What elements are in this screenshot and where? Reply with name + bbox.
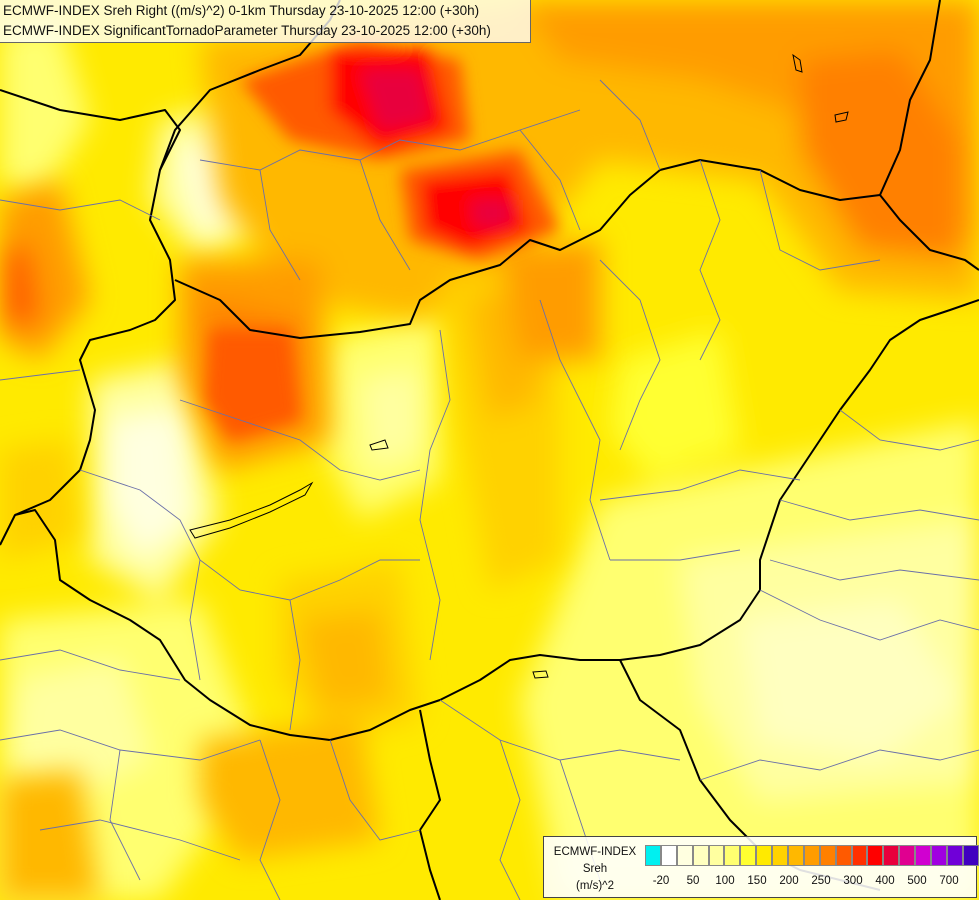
lakes — [189, 53, 849, 679]
legend-swatch — [867, 845, 884, 866]
legend-tick-label: 400 — [875, 875, 895, 887]
legend-tick-label: 200 — [779, 875, 799, 887]
legend-swatch — [899, 845, 916, 866]
legend-swatch — [660, 845, 677, 866]
legend-swatch — [819, 845, 836, 866]
legend-tick-label: -20 — [652, 875, 670, 887]
legend-swatch — [803, 845, 820, 866]
legend-swatch — [946, 845, 963, 866]
field-light-areas — [0, 20, 979, 900]
map-title-box: ECMWF-INDEX Sreh Right ((m/s)^2) 0-1km T… — [0, 0, 531, 43]
legend-swatches — [645, 845, 979, 866]
color-legend: ECMWF-INDEX Sreh (m/s)^2 -20 50 100 150 200 2… — [543, 836, 979, 898]
legend-variable: Sreh — [582, 863, 608, 875]
legend-tick-label: 700 — [939, 875, 959, 887]
legend-tick-label: 50 — [686, 875, 700, 887]
legend-tick-label: 500 — [907, 875, 927, 887]
legend-swatch — [851, 845, 868, 866]
legend-swatch — [962, 845, 979, 866]
legend-tick-label: 250 — [811, 875, 831, 887]
legend-tick-label: 150 — [747, 875, 767, 887]
legend-source: ECMWF-INDEX — [553, 846, 637, 858]
legend-swatch — [645, 845, 661, 866]
title-line-sreh: ECMWF-INDEX Sreh Right ((m/s)^2) 0-1km T… — [3, 3, 480, 18]
legend-swatch — [772, 845, 789, 866]
field-red-areas — [205, 40, 560, 440]
legend-swatch — [835, 845, 852, 866]
legend-swatch — [756, 845, 773, 866]
legend-swatch — [708, 845, 725, 866]
legend-swatch — [724, 845, 741, 866]
region-borders — [0, 79, 979, 900]
legend-swatch — [915, 845, 932, 866]
legend-swatch — [788, 845, 804, 866]
legend-unit: (m/s)^2 — [576, 880, 614, 892]
legend-swatch — [692, 845, 709, 866]
title-line-stp: ECMWF-INDEX SignificantTornadoParameter … — [3, 23, 491, 38]
legend-swatch — [931, 845, 947, 866]
legend-tick-label: 100 — [715, 875, 735, 887]
legend-swatch — [883, 845, 900, 866]
legend-swatch — [740, 845, 757, 866]
legend-tick-label: 300 — [843, 875, 863, 887]
legend-swatch — [676, 845, 693, 866]
